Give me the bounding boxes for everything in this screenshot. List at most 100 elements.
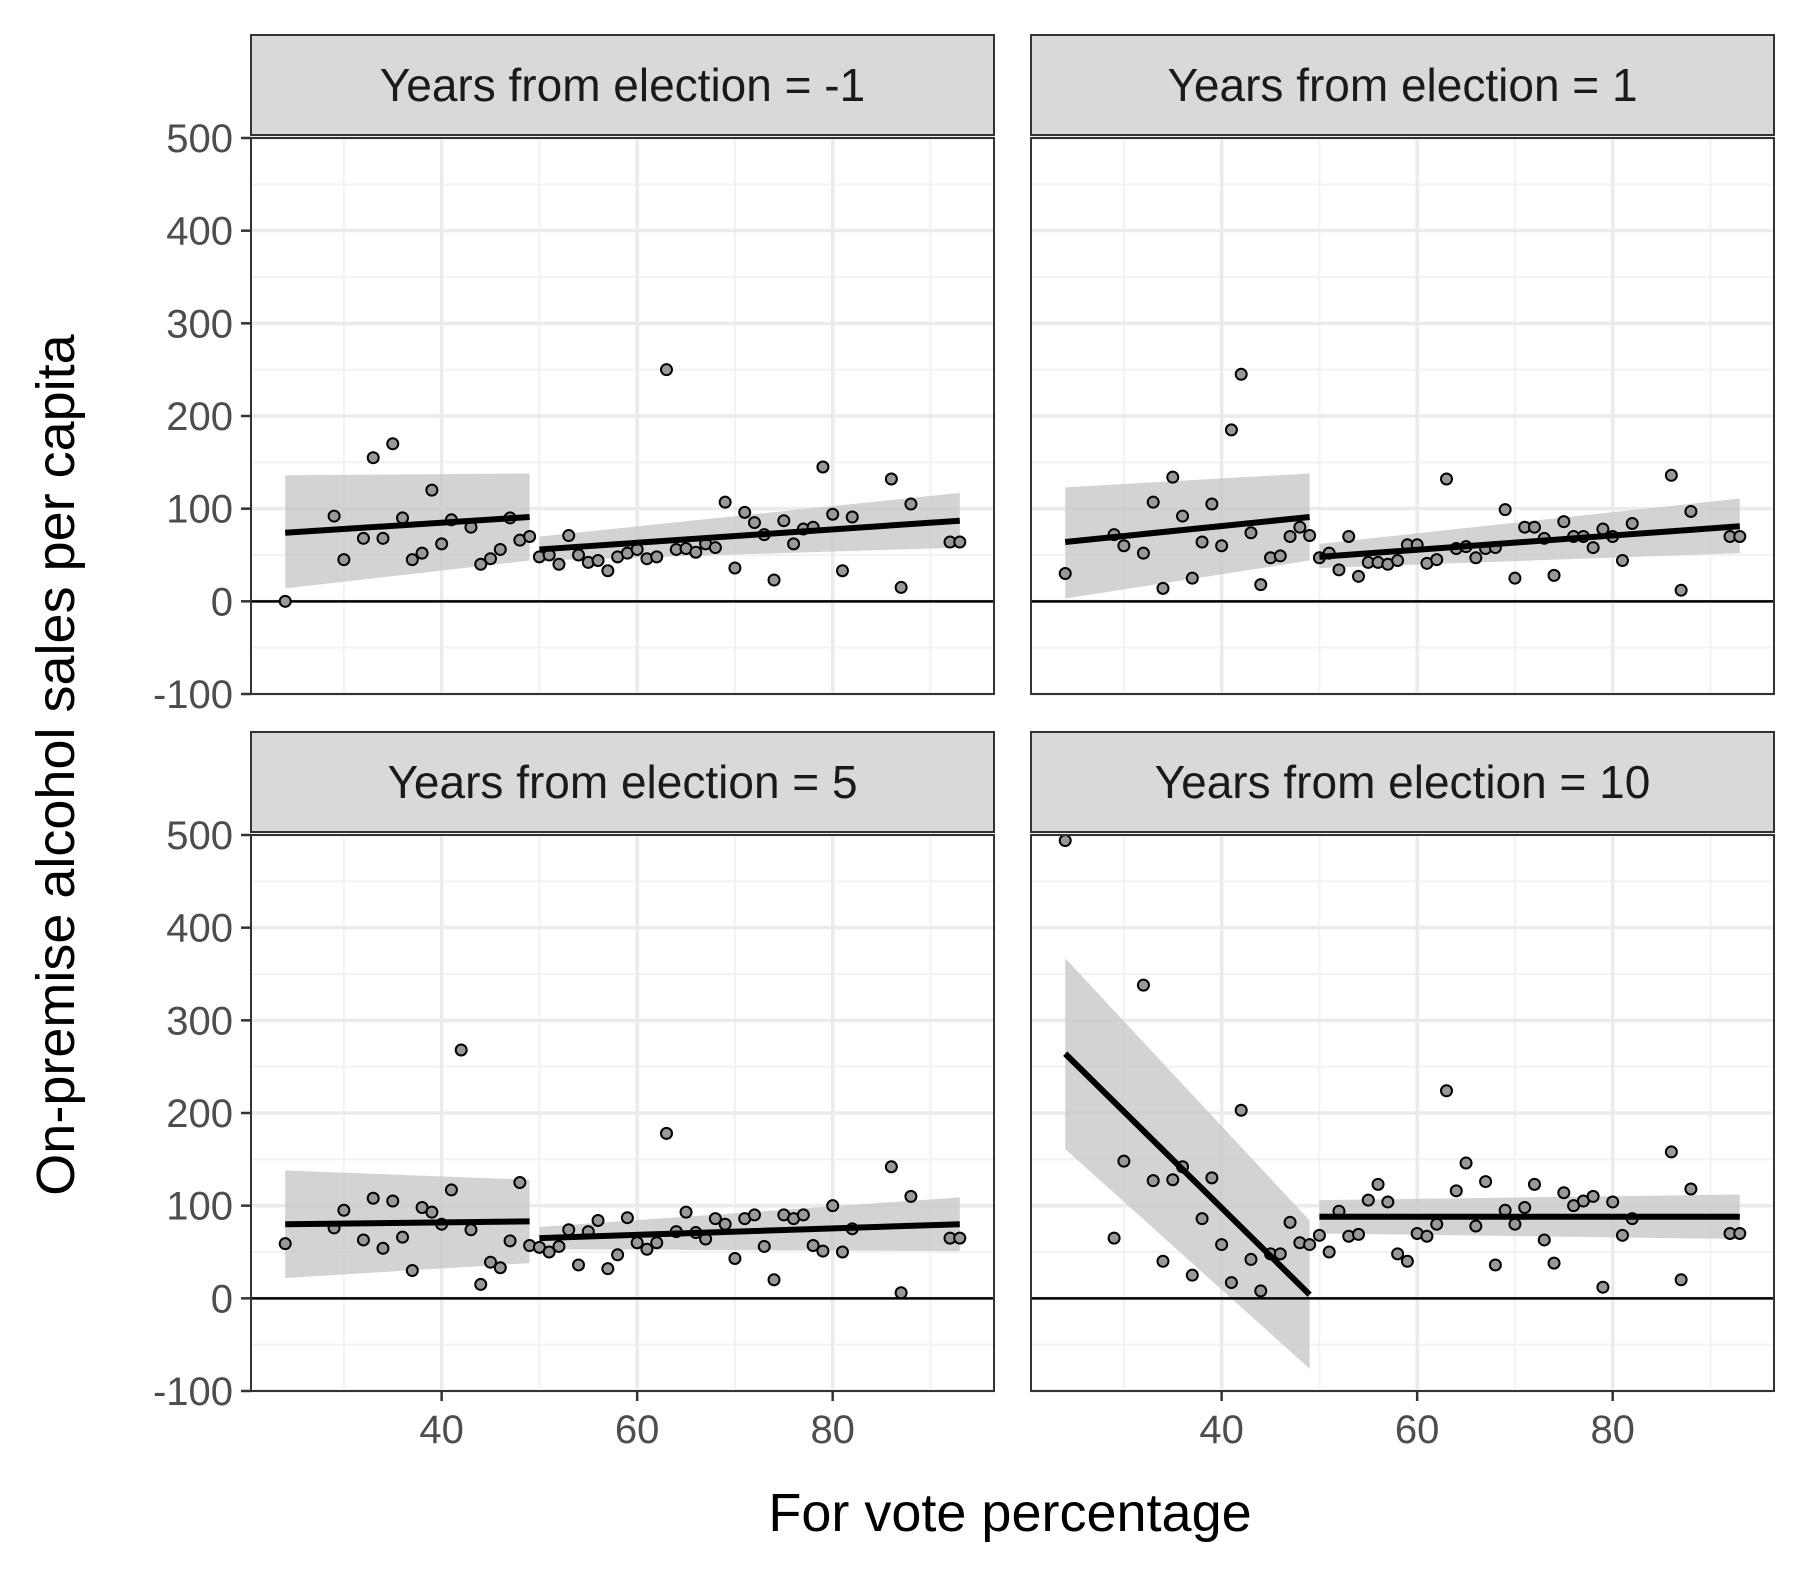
data-point xyxy=(454,1043,468,1057)
x-axis: 40 60 80 40 60 80 xyxy=(419,1391,1635,1452)
data-point xyxy=(435,537,449,551)
data-point xyxy=(1361,1193,1375,1207)
data-point xyxy=(640,1242,654,1256)
data-point xyxy=(659,1126,673,1140)
y-tick-label: 300 xyxy=(166,999,233,1043)
data-point xyxy=(1224,1276,1238,1290)
data-point xyxy=(1537,1233,1551,1247)
data-point xyxy=(1557,1186,1571,1200)
data-point xyxy=(396,511,410,525)
data-point xyxy=(337,553,351,567)
data-point xyxy=(1136,978,1150,992)
data-point xyxy=(1400,1254,1414,1268)
data-point xyxy=(405,553,419,567)
data-point xyxy=(1508,571,1522,585)
data-point xyxy=(493,542,507,556)
data-point xyxy=(601,1262,615,1276)
data-point xyxy=(376,1241,390,1255)
fit-line-1 xyxy=(1063,1051,1312,1297)
data-point xyxy=(1166,470,1180,484)
data-point xyxy=(659,363,673,377)
panel-grid xyxy=(251,833,994,1393)
data-point xyxy=(1615,1228,1629,1242)
data-point xyxy=(474,557,488,571)
facet-panel-4: Years from election = 10 xyxy=(1030,731,1775,1393)
data-point xyxy=(1244,526,1258,540)
data-point xyxy=(337,1203,351,1217)
data-point xyxy=(1058,567,1072,581)
data-point xyxy=(611,1248,625,1262)
data-point xyxy=(1146,1174,1160,1188)
data-point xyxy=(1254,1284,1268,1298)
data-point xyxy=(1322,1245,1336,1259)
data-point xyxy=(884,472,898,486)
data-point xyxy=(1596,1280,1610,1294)
data-point xyxy=(767,573,781,587)
data-point xyxy=(835,1245,849,1259)
panel-content xyxy=(1031,835,1774,1369)
x-tick-label: 40 xyxy=(419,1408,464,1452)
data-point xyxy=(1156,581,1170,595)
data-point xyxy=(718,495,732,509)
data-point xyxy=(1586,1189,1600,1203)
data-point xyxy=(728,1251,742,1265)
data-point xyxy=(894,1286,908,1300)
x-tick-label: 40 xyxy=(1199,1408,1244,1452)
data-point xyxy=(1215,1238,1229,1252)
data-point xyxy=(1391,1247,1405,1261)
y-tick-label: 500 xyxy=(166,117,233,161)
data-point xyxy=(1215,539,1229,553)
panel-content xyxy=(1031,367,1774,603)
data-point xyxy=(591,554,605,568)
data-point xyxy=(1283,529,1297,543)
y-tick-label: 200 xyxy=(166,1092,233,1136)
y-tick-label: 100 xyxy=(166,1185,233,1229)
data-point xyxy=(1117,539,1131,553)
data-point xyxy=(1596,522,1610,536)
data-point xyxy=(679,1205,693,1219)
facet-panels: Years from election = -1 Years from elect… xyxy=(250,34,1775,1393)
data-point xyxy=(1185,571,1199,585)
panel-content xyxy=(251,1043,994,1300)
facet-strip xyxy=(250,34,995,136)
data-point xyxy=(650,1236,664,1250)
data-point xyxy=(1254,578,1268,592)
data-point xyxy=(405,1264,419,1278)
data-point xyxy=(386,437,400,451)
data-point xyxy=(572,1258,586,1272)
data-point xyxy=(1557,515,1571,529)
data-point xyxy=(1303,1238,1317,1252)
fit-line-1 xyxy=(285,1218,530,1228)
data-point xyxy=(1430,1217,1444,1231)
panel-grid xyxy=(251,136,994,696)
data-point xyxy=(444,1183,458,1197)
data-point xyxy=(718,1217,732,1231)
data-point xyxy=(816,460,830,474)
data-point xyxy=(894,580,908,594)
confidence-band-1 xyxy=(1065,473,1310,599)
data-point xyxy=(513,1176,527,1189)
fit-line-2 xyxy=(539,517,960,553)
data-point xyxy=(1469,551,1483,565)
data-point xyxy=(1488,1258,1502,1272)
data-point xyxy=(1420,1229,1434,1243)
fit-line-1 xyxy=(1064,514,1310,546)
data-point xyxy=(356,531,370,545)
data-point xyxy=(1527,520,1541,534)
y-tick-label: 100 xyxy=(166,488,233,532)
panel-border xyxy=(1030,834,1775,1392)
data-point xyxy=(523,529,537,543)
data-point xyxy=(1234,1103,1248,1117)
x-tick-label: 80 xyxy=(1590,1408,1635,1452)
facet-strip-label: Years from election = 1 xyxy=(1167,59,1637,111)
data-point xyxy=(953,1231,967,1245)
y-tick-label: 300 xyxy=(166,302,233,346)
data-point xyxy=(1733,1226,1747,1240)
data-point xyxy=(747,1208,761,1222)
data-point xyxy=(1479,1175,1493,1189)
data-point xyxy=(572,548,586,562)
facet-strip-label: Years from election = 5 xyxy=(387,756,857,808)
data-point xyxy=(1205,1171,1219,1185)
facet-panel-3: Years from election = 5 xyxy=(250,731,995,1393)
